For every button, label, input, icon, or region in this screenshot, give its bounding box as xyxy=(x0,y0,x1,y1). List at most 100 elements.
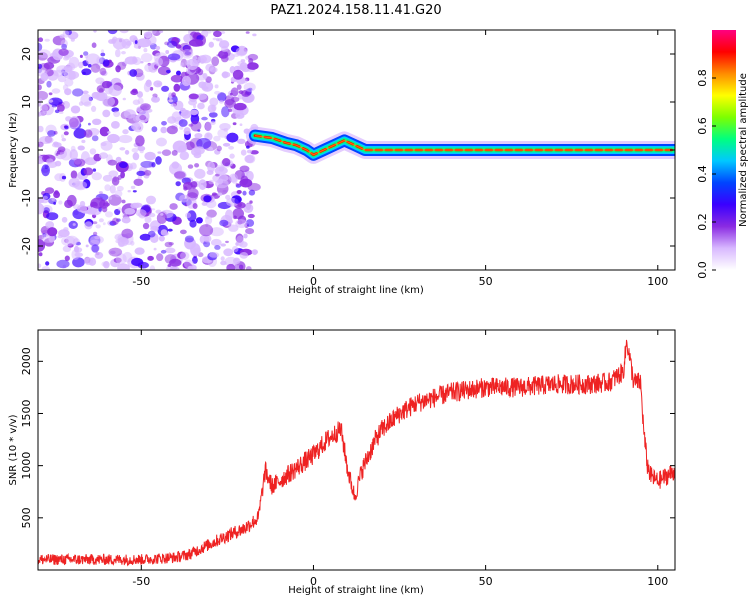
noise-blob xyxy=(205,76,212,83)
noise-blob xyxy=(229,92,233,96)
noise-blob xyxy=(132,99,141,106)
noise-blob xyxy=(51,197,56,202)
noise-blob xyxy=(70,105,81,114)
noise-blob xyxy=(82,90,89,95)
noise-blob xyxy=(98,218,104,223)
noise-blob xyxy=(226,132,239,143)
noise-blob xyxy=(172,140,187,153)
noise-blob xyxy=(140,61,144,64)
noise-blob xyxy=(219,219,229,227)
spectrogram-y-label: Frequency (Hz) xyxy=(8,112,19,188)
noise-blob xyxy=(99,126,110,137)
noise-blob xyxy=(190,109,199,116)
x-tick-label: 50 xyxy=(479,575,493,588)
spectrogram-x-ticks: -50 0 50 100 xyxy=(132,30,668,288)
colorbar: 0.0 0.2 0.4 0.6 0.8 Normalized spectral ampl… xyxy=(696,30,749,279)
noise-blob xyxy=(39,104,49,113)
noise-blob xyxy=(149,86,154,91)
noise-blob xyxy=(228,145,235,150)
noise-blob xyxy=(140,103,151,111)
noise-blob xyxy=(108,170,119,177)
y-tick-label: 10 xyxy=(20,95,33,109)
noise-blob xyxy=(161,121,167,126)
noise-blob xyxy=(179,194,189,203)
noise-blob xyxy=(90,235,104,245)
noise-blob xyxy=(247,53,259,61)
noise-blob xyxy=(122,129,129,135)
noise-blob xyxy=(84,257,93,266)
noise-blob xyxy=(101,261,109,267)
noise-blob xyxy=(217,92,227,102)
noise-blob xyxy=(137,261,149,269)
noise-blob xyxy=(43,62,55,70)
noise-blob xyxy=(165,50,170,54)
y-tick-label: 500 xyxy=(20,507,33,528)
noise-blob xyxy=(161,149,172,156)
noise-blob xyxy=(193,247,201,254)
spectrogram-y-ticks: -20 -10 0 10 20 xyxy=(20,47,675,255)
noise-blob xyxy=(129,69,138,77)
noise-blob xyxy=(242,190,247,196)
noise-blob xyxy=(219,123,231,131)
noise-blob xyxy=(147,230,156,238)
noise-blob xyxy=(66,194,77,207)
noise-blob xyxy=(183,181,193,190)
noise-blob xyxy=(195,217,203,224)
noise-blob xyxy=(228,108,233,112)
noise-blob xyxy=(181,49,194,59)
noise-blob xyxy=(41,266,50,270)
noise-blob xyxy=(236,235,244,247)
noise-blob xyxy=(201,116,208,121)
x-tick-label: 0 xyxy=(310,275,317,288)
noise-blob xyxy=(152,30,161,36)
noise-blob xyxy=(61,134,65,139)
noise-blob xyxy=(221,71,229,79)
noise-blob xyxy=(91,42,97,48)
colorbar-tick-label: 0.0 xyxy=(696,261,709,279)
noise-blob xyxy=(150,225,159,232)
noise-blob xyxy=(56,259,70,269)
noise-blob xyxy=(69,117,79,128)
spectrogram-marks xyxy=(38,30,675,270)
noise-blob xyxy=(90,197,106,209)
noise-blob xyxy=(187,266,194,270)
noise-blob xyxy=(157,82,162,86)
noise-blob xyxy=(225,240,229,244)
noise-blob xyxy=(180,107,186,113)
snr-frame xyxy=(37,329,676,571)
noise-blob xyxy=(242,95,248,101)
noise-blob xyxy=(108,196,113,200)
noise-blob xyxy=(181,75,191,87)
noise-blob xyxy=(121,51,126,55)
noise-blob xyxy=(144,63,155,73)
noise-blob xyxy=(140,160,154,168)
noise-blob xyxy=(205,63,214,72)
colorbar-tick-label: 0.4 xyxy=(696,165,709,183)
noise-blob xyxy=(148,212,156,218)
noise-blob xyxy=(188,99,198,106)
noise-blob xyxy=(208,41,214,48)
noise-blob xyxy=(232,69,244,80)
noise-blob xyxy=(112,217,119,225)
noise-blob xyxy=(192,256,198,264)
noise-blob xyxy=(64,88,72,96)
noise-blob xyxy=(230,87,239,97)
noise-blob xyxy=(118,134,133,144)
noise-blob xyxy=(210,238,222,247)
noise-blob xyxy=(61,175,67,180)
noise-blob xyxy=(101,80,112,89)
noise-blob xyxy=(165,247,176,254)
noise-blob xyxy=(64,125,69,130)
noise-blob xyxy=(104,184,111,192)
noise-blob xyxy=(137,145,146,152)
noise-blob xyxy=(225,194,231,200)
noise-blob xyxy=(173,83,181,92)
noise-blob xyxy=(213,135,221,142)
noise-blob xyxy=(144,151,156,161)
noise-blob xyxy=(210,120,216,125)
noise-blob xyxy=(169,203,178,210)
noise-blob xyxy=(213,30,222,38)
noise-blob xyxy=(134,40,138,45)
noise-blob xyxy=(131,88,138,94)
noise-blob xyxy=(63,131,69,136)
